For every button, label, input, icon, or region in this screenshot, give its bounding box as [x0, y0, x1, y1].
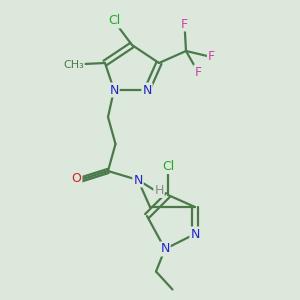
Text: N: N [109, 83, 119, 97]
Text: CH₃: CH₃ [63, 59, 84, 70]
Text: N: N [133, 173, 143, 187]
Text: F: F [194, 65, 202, 79]
Text: O: O [72, 172, 81, 185]
Text: F: F [181, 17, 188, 31]
Text: Cl: Cl [108, 14, 120, 28]
Text: F: F [208, 50, 215, 64]
Text: Cl: Cl [162, 160, 174, 173]
Text: N: N [160, 242, 170, 256]
Text: H: H [154, 184, 164, 197]
Text: N: N [142, 83, 152, 97]
Text: N: N [190, 227, 200, 241]
